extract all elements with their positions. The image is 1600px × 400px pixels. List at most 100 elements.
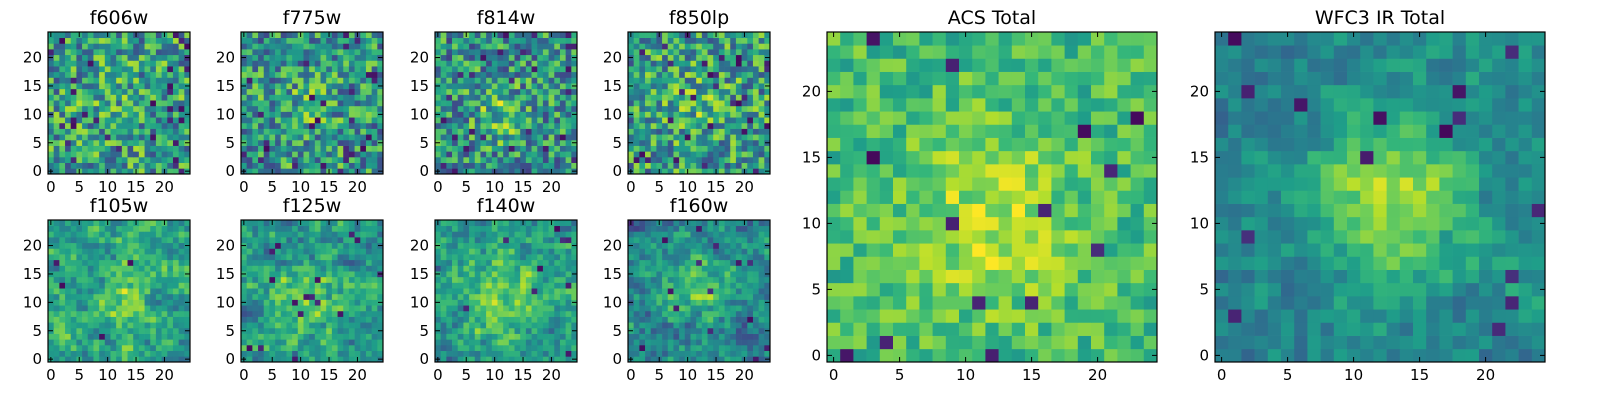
heatmap-cell xyxy=(53,288,60,295)
heatmap-cell xyxy=(650,94,657,101)
heatmap-cell xyxy=(457,151,464,158)
heatmap-cell xyxy=(554,259,561,266)
y-tick-label: 15 xyxy=(410,77,429,95)
heatmap-cell xyxy=(297,271,304,278)
heatmap-cell xyxy=(297,105,304,112)
heatmap-cell xyxy=(263,37,270,44)
heatmap-cell xyxy=(252,88,259,95)
heatmap-cell xyxy=(474,77,481,84)
heatmap-cell xyxy=(497,242,504,249)
heatmap-cell xyxy=(314,231,321,238)
heatmap-cell xyxy=(730,305,737,312)
heatmap-cell xyxy=(469,83,476,90)
heatmap-cell xyxy=(474,248,481,255)
heatmap-cell xyxy=(269,162,276,169)
heatmap-cell xyxy=(469,117,476,124)
heatmap-cell xyxy=(150,333,157,340)
heatmap-cell xyxy=(326,237,333,244)
heatmap-cell xyxy=(503,242,510,249)
heatmap-cell xyxy=(537,259,544,266)
heatmap-cell xyxy=(309,43,316,50)
heatmap-cell xyxy=(104,293,111,300)
heatmap-cell xyxy=(320,271,327,278)
heatmap-cell xyxy=(679,122,686,129)
heatmap-cell xyxy=(662,105,669,112)
heatmap-cell xyxy=(559,117,566,124)
heatmap-cell xyxy=(116,305,123,312)
heatmap-cell xyxy=(741,276,748,283)
heatmap-cell xyxy=(121,344,128,351)
heatmap-cell xyxy=(435,225,442,232)
heatmap-cell xyxy=(297,237,304,244)
heatmap-cell xyxy=(76,288,83,295)
heatmap-cell xyxy=(252,242,259,249)
heatmap-cell xyxy=(252,117,259,124)
heatmap-cell xyxy=(48,248,55,255)
heatmap-cell xyxy=(184,276,191,283)
heatmap-cell xyxy=(161,43,168,50)
heatmap-cell xyxy=(246,339,253,346)
heatmap-cell xyxy=(491,327,498,334)
heatmap-cell xyxy=(525,32,532,39)
heatmap-cell xyxy=(446,282,453,289)
heatmap-cell xyxy=(724,333,731,340)
heatmap-cell xyxy=(486,248,493,255)
heatmap-cell xyxy=(65,310,72,317)
heatmap-cell xyxy=(337,316,344,323)
heatmap-cell xyxy=(503,111,510,118)
heatmap-cell xyxy=(303,162,310,169)
heatmap-cell xyxy=(718,105,725,112)
heatmap-cell xyxy=(446,77,453,84)
heatmap-cell xyxy=(241,254,248,261)
heatmap-cell xyxy=(435,310,442,317)
heatmap-cell xyxy=(309,282,316,289)
heatmap-cell xyxy=(320,37,327,44)
heatmap-cell xyxy=(127,105,134,112)
heatmap-cell xyxy=(252,265,259,272)
heatmap-cell xyxy=(531,231,538,238)
heatmap-cell xyxy=(701,288,708,295)
heatmap-cell xyxy=(167,220,174,227)
heatmap-cell xyxy=(155,310,162,317)
heatmap-cell xyxy=(110,327,117,334)
heatmap-cell xyxy=(121,356,128,363)
heatmap-cell xyxy=(684,111,691,118)
heatmap-cell xyxy=(718,322,725,329)
heatmap-cell xyxy=(735,37,742,44)
heatmap-cell xyxy=(690,299,697,306)
heatmap-cell xyxy=(348,271,355,278)
heatmap-cell xyxy=(365,94,372,101)
heatmap-cell xyxy=(741,293,748,300)
heatmap-cell xyxy=(343,282,350,289)
heatmap-cell xyxy=(548,225,555,232)
heatmap-cell xyxy=(70,327,77,334)
heatmap-cell xyxy=(87,333,94,340)
heatmap-cell xyxy=(161,54,168,61)
heatmap-cell xyxy=(337,220,344,227)
heatmap-cell xyxy=(377,66,384,73)
heatmap-cell xyxy=(87,316,94,323)
heatmap-cell xyxy=(469,322,476,329)
heatmap-cell xyxy=(486,111,493,118)
y-tick-label: 15 xyxy=(216,265,235,283)
heatmap-cell xyxy=(246,128,253,135)
heatmap-cell xyxy=(263,49,270,56)
heatmap-cell xyxy=(263,356,270,363)
heatmap-cell xyxy=(724,134,731,141)
heatmap-cell xyxy=(548,288,555,295)
heatmap-cell xyxy=(474,282,481,289)
heatmap-cell xyxy=(144,60,151,67)
heatmap-cell xyxy=(331,248,338,255)
heatmap-cell xyxy=(309,310,316,317)
heatmap-cell xyxy=(457,105,464,112)
heatmap-cell xyxy=(559,333,566,340)
heatmap-cell xyxy=(76,139,83,146)
heatmap-cell xyxy=(246,151,253,158)
heatmap-cell xyxy=(440,60,447,67)
heatmap-cell xyxy=(639,316,646,323)
heatmap-cell xyxy=(696,37,703,44)
heatmap-cell xyxy=(76,254,83,261)
heatmap-cell xyxy=(70,83,77,90)
heatmap-cell xyxy=(696,339,703,346)
